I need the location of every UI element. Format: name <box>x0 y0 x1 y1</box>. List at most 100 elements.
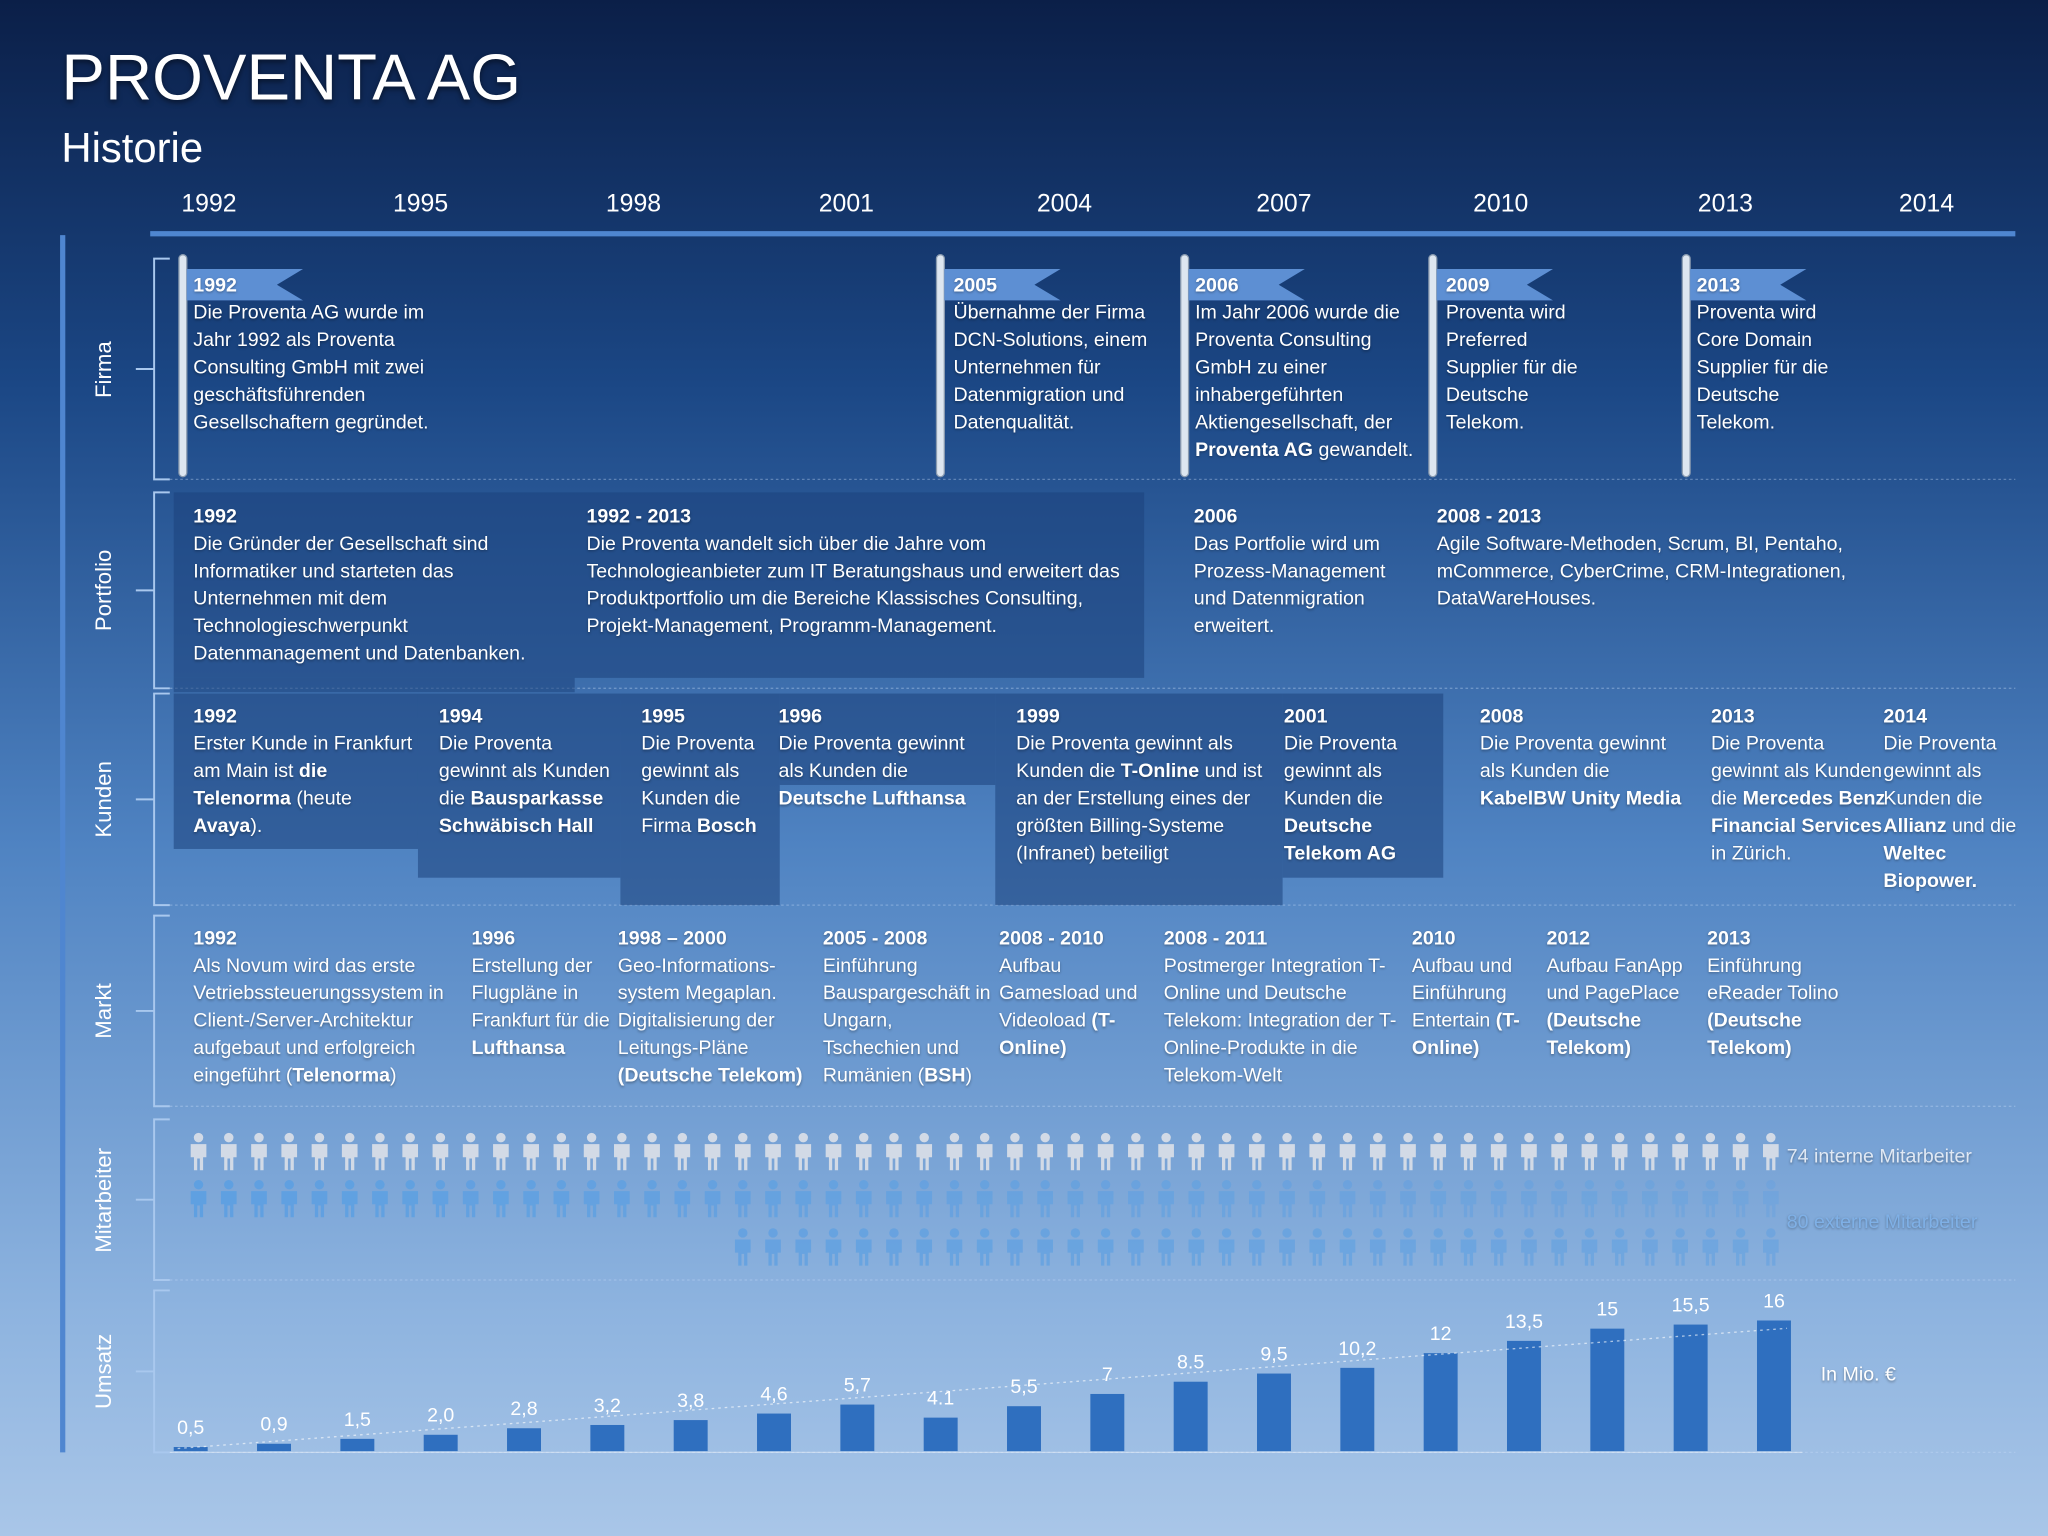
person-icon <box>1735 1132 1746 1143</box>
flag <box>1690 269 1807 301</box>
entry-text: Bosch <box>696 815 757 838</box>
person-icon <box>979 1179 990 1190</box>
person-icon <box>402 1144 419 1171</box>
person-icon <box>1521 1144 1537 1171</box>
person-icon <box>1581 1191 1598 1218</box>
person-icon <box>919 1179 929 1190</box>
entry: 1992 Als Novum wird das erste Vetriebsste… <box>193 925 465 1090</box>
person-icon <box>402 1191 419 1218</box>
person-icon <box>1614 1228 1625 1238</box>
person-icon <box>1581 1239 1598 1266</box>
person-icon <box>674 1191 691 1218</box>
entry-year: 2012 <box>1546 927 1591 950</box>
employees-internal: 74 interne Mitarbeiter <box>1786 1145 1972 1168</box>
highlight-box <box>417 693 621 878</box>
person-icon <box>795 1191 812 1218</box>
bar <box>1007 1406 1041 1452</box>
entry: 2012 Aufbau FanApp und PagePlace (Deutsch… <box>1546 925 1696 1062</box>
entry-text: die Telenorma <box>193 760 328 810</box>
section-label: Portfolio <box>91 549 117 632</box>
person-icon <box>224 1132 234 1143</box>
bar <box>173 1447 208 1452</box>
person-icon <box>1037 1144 1053 1171</box>
entry-text: ). <box>250 815 263 838</box>
person-icon <box>677 1179 688 1190</box>
person-icon <box>1403 1228 1413 1238</box>
person-icon <box>583 1144 600 1171</box>
entry: 1999 Die Proventa gewinnt als Kunden die … <box>1016 703 1264 868</box>
person-icon <box>765 1239 781 1266</box>
person-icon <box>1221 1228 1232 1238</box>
value-label: 4,6 <box>760 1383 787 1405</box>
entry-text: Die Proventa gewinnt als Kunden die <box>1479 732 1667 783</box>
entry: 2005 Übernahme der Firma DCN-Solutions, e… <box>953 272 1162 437</box>
value-label: 13,5 <box>1505 1311 1543 1333</box>
person-icon <box>224 1179 234 1190</box>
person-icon <box>586 1179 597 1190</box>
person-icon <box>1766 1228 1776 1238</box>
person-icon <box>1490 1144 1507 1171</box>
entry-year: 1992 <box>193 274 237 297</box>
person-icon <box>526 1132 536 1143</box>
person-icon <box>768 1132 778 1143</box>
person-icon <box>1611 1144 1628 1171</box>
person-icon <box>341 1144 358 1171</box>
person-icon <box>553 1144 570 1171</box>
person-icon <box>1369 1239 1386 1266</box>
person-icon <box>254 1132 264 1143</box>
flag-pole <box>1681 254 1691 478</box>
person-icon <box>916 1191 933 1218</box>
bar <box>1507 1340 1541 1452</box>
person-icon <box>1279 1191 1295 1218</box>
person-icon <box>375 1132 385 1143</box>
person-icon <box>1735 1228 1746 1238</box>
highlight-box <box>620 693 780 906</box>
person-icon <box>855 1239 872 1266</box>
person-icon <box>1218 1239 1235 1266</box>
value-label: 10,2 <box>1338 1338 1376 1360</box>
entry-text: (Deutsche Telekom) <box>1546 1009 1642 1060</box>
entry-text: KabelBW Unity Media <box>1479 787 1682 810</box>
entry-text: Einführung Bauspargeschäft in Ungarn, Ts… <box>822 954 991 1087</box>
person-icon <box>1282 1228 1292 1238</box>
person-icon <box>798 1132 808 1143</box>
person-icon <box>281 1191 298 1218</box>
person-icon <box>1007 1144 1023 1171</box>
value-label: 15,5 <box>1672 1295 1710 1317</box>
bar <box>673 1420 708 1452</box>
entry-year: 2005 - 2008 <box>822 927 928 950</box>
bar <box>423 1434 458 1452</box>
entry-text: Aufbau FanApp und PagePlace <box>1546 954 1683 1005</box>
entry: 2014 Die Proventa gewinnt als Kunden die … <box>1883 703 2027 895</box>
entry-year: 1994 <box>438 705 483 728</box>
person-icon <box>855 1191 872 1218</box>
entry-year: 2008 <box>1479 705 1524 728</box>
person-icon <box>1342 1228 1353 1238</box>
person-icon <box>311 1191 328 1218</box>
person-icon <box>375 1179 385 1190</box>
person-icon <box>886 1191 902 1218</box>
employees-external: 80 externe Mitarbeiter <box>1786 1210 1978 1233</box>
person-icon <box>1131 1228 1141 1238</box>
entry-year: 1995 <box>641 705 685 728</box>
timeline-year: 2013 <box>1697 190 1753 219</box>
person-icon <box>586 1132 597 1143</box>
entry-year: 2014 <box>1883 705 1928 728</box>
person-icon <box>1279 1239 1295 1266</box>
person-icon <box>1672 1144 1688 1171</box>
person-icon <box>707 1132 718 1143</box>
entry: 2006 Im Jahr 2006 wurde die Proventa Cons… <box>1195 272 1427 464</box>
person-icon <box>1732 1144 1749 1171</box>
person-icon <box>1584 1179 1595 1190</box>
entry-text: Die Proventa gewinnt als Kunden die <box>438 732 610 810</box>
value-label: 12 <box>1430 1323 1452 1345</box>
person-icon <box>462 1144 479 1171</box>
person-icon <box>795 1144 812 1171</box>
person-icon <box>1221 1132 1232 1143</box>
person-icon <box>583 1191 600 1218</box>
entry: 1998 – 2000 Geo-Informations-system Megap… <box>618 925 814 1090</box>
entry: 2005 - 2008 Einführung Bauspargeschäft in… <box>823 925 993 1090</box>
person-icon <box>1161 1132 1171 1143</box>
value-label: 7 <box>1102 1364 1113 1386</box>
